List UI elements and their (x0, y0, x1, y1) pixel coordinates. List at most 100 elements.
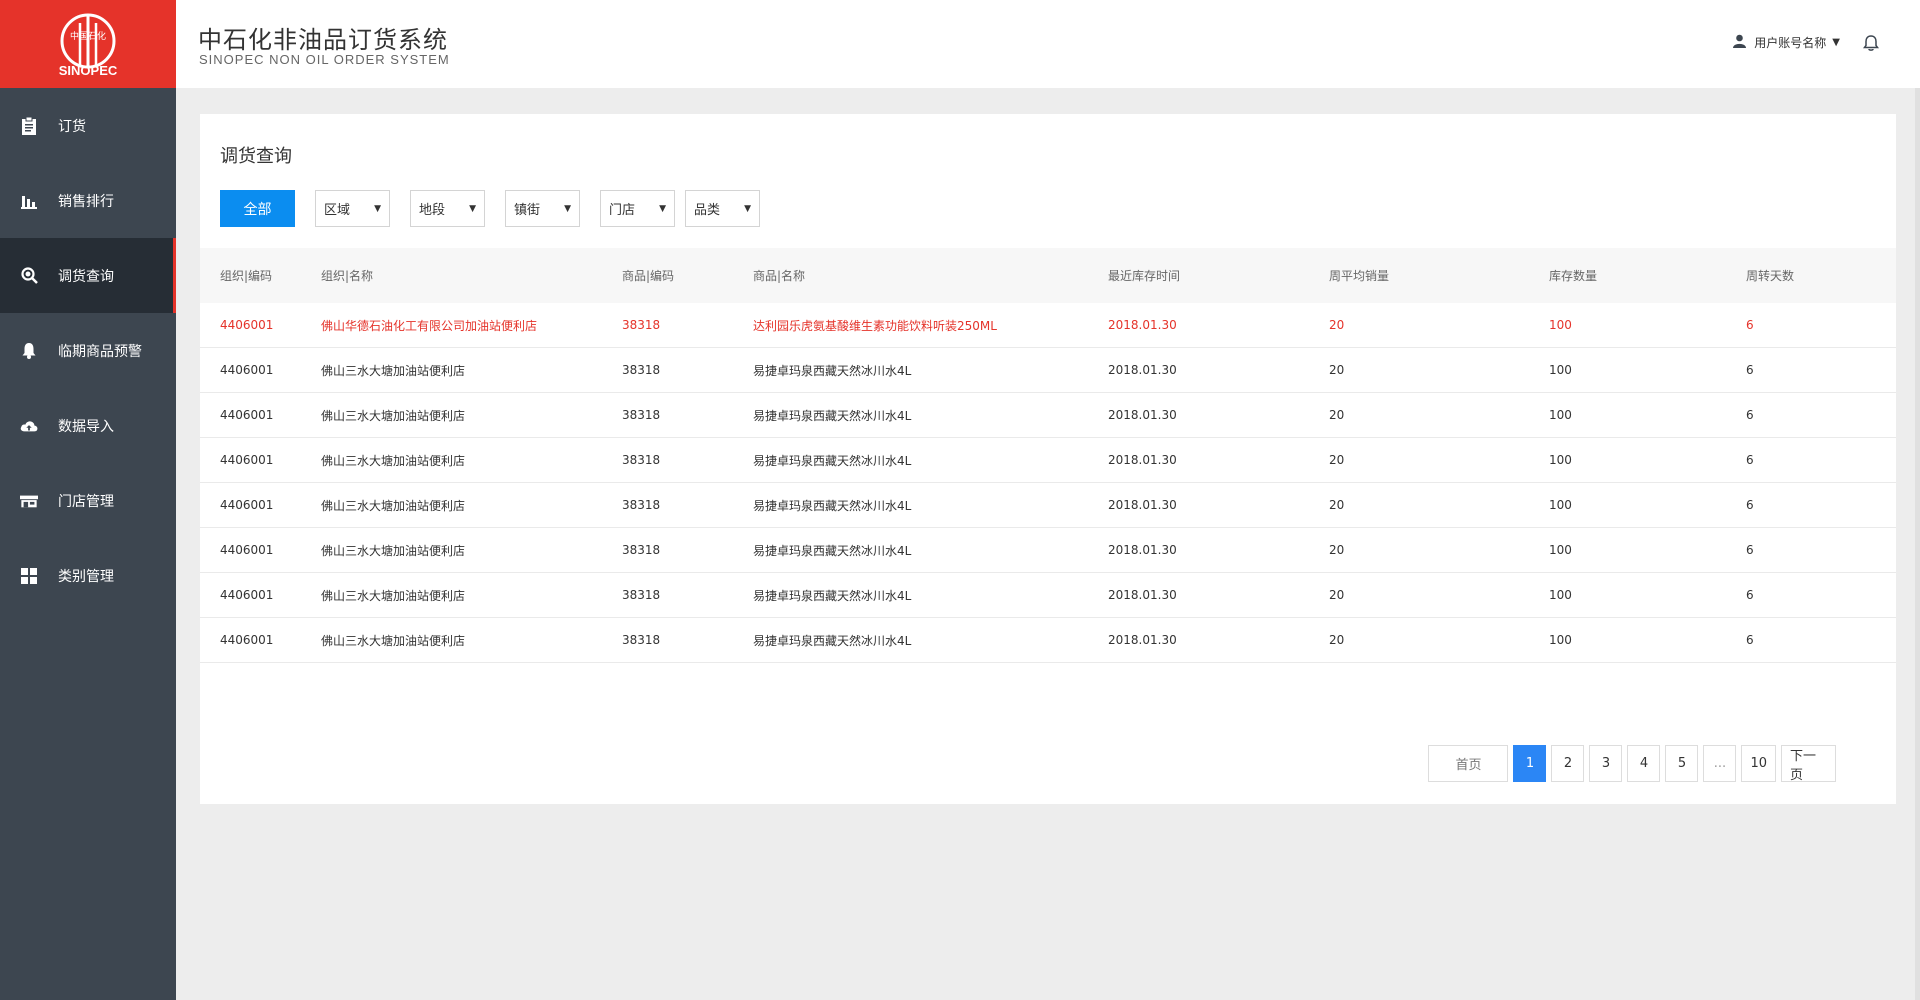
select-label: 地段 (419, 203, 446, 218)
page-ellipsis: ... (1703, 745, 1737, 782)
org-name-cell: 佛山华德石油化工有限公司加油站便利店 (321, 318, 538, 333)
stock-qty-cell: 100 (1549, 408, 1572, 422)
store-select[interactable]: 门店 ▼ (600, 190, 675, 227)
weekly-sales-cell: 20 (1329, 408, 1345, 422)
sidebar-item-order[interactable]: 订货 (0, 88, 176, 163)
next-page-button[interactable]: 下一页 (1781, 745, 1836, 783)
org-name-cell: 佛山三水大塘加油站便利店 (321, 543, 466, 558)
table-header: 组织|编码 组织|名称 商品|编码 商品|名称 最近库存时间 周平均销量 库存数… (200, 248, 1896, 303)
stock-time-cell: 2018.01.30 (1108, 498, 1177, 512)
table-row[interactable]: 4406001 佛山三水大塘加油站便利店 38318 易捷卓玛泉西藏天然冰川水4L 20… (200, 483, 1896, 528)
weekly-sales-cell: 20 (1329, 588, 1345, 602)
table-row[interactable]: 4406001 佛山三水大塘加油站便利店 38318 易捷卓玛泉西藏天然冰川水4L 20… (200, 618, 1896, 663)
weekly-sales-cell: 20 (1329, 543, 1345, 557)
turnover-days-cell: 6 (1746, 498, 1754, 512)
caret-down-icon: ▼ (564, 203, 571, 214)
sinopec-logo-icon: 中国石化 SINOPEC (59, 13, 118, 78)
caret-down-icon: ▼ (744, 203, 751, 214)
page-button-10[interactable]: 10 (1741, 745, 1776, 782)
caret-down-icon: ▼ (469, 203, 476, 214)
table-row[interactable]: 4406001 佛山三水大塘加油站便利店 38318 易捷卓玛泉西藏天然冰川水4L 20… (200, 528, 1896, 573)
page-button-2[interactable]: 2 (1551, 745, 1585, 782)
app-subtitle: SINOPEC NON OIL ORDER SYSTEM (199, 52, 450, 67)
product-name-cell: 易捷卓玛泉西藏天然冰川水4L (753, 363, 912, 378)
product-name-cell: 易捷卓玛泉西藏天然冰川水4L (753, 543, 912, 558)
region-select[interactable]: 区域 ▼ (315, 190, 390, 227)
org-name-cell: 佛山三水大塘加油站便利店 (321, 453, 466, 468)
column-header: 库存数量 (1549, 269, 1598, 283)
stock-qty-cell: 100 (1549, 498, 1572, 512)
stock-qty-cell: 100 (1549, 543, 1572, 557)
district-select[interactable]: 地段 ▼ (410, 190, 485, 227)
org-name-cell: 佛山三水大塘加油站便利店 (321, 588, 466, 603)
table-body: 4406001 佛山华德石油化工有限公司加油站便利店 38318 达利园乐虎氨基酸维生… (200, 303, 1896, 663)
column-header: 组织|名称 (321, 269, 374, 283)
table-row[interactable]: 4406001 佛山三水大塘加油站便利店 38318 易捷卓玛泉西藏天然冰川水4L 20… (200, 348, 1896, 393)
product-code-cell: 38318 (622, 363, 661, 377)
sidebar-item-data-import[interactable]: 数据导入 (0, 388, 176, 463)
weekly-sales-cell: 20 (1329, 498, 1345, 512)
org-name-cell: 佛山三水大塘加油站便利店 (321, 633, 466, 648)
stock-qty-cell: 100 (1549, 453, 1572, 467)
page-scrollbar[interactable] (1915, 88, 1920, 1000)
table-row[interactable]: 4406001 佛山华德石油化工有限公司加油站便利店 38318 达利园乐虎氨基酸维生… (200, 303, 1896, 348)
table-row[interactable]: 4406001 佛山三水大塘加油站便利店 38318 易捷卓玛泉西藏天然冰川水4L 20… (200, 393, 1896, 438)
top-header: 中石化非油品订货系统 SINOPEC NON OIL ORDER SYSTEM … (176, 0, 1920, 88)
bar-chart-icon (20, 192, 38, 210)
turnover-days-cell: 6 (1746, 588, 1754, 602)
select-label: 区域 (324, 203, 351, 218)
weekly-sales-cell: 20 (1329, 363, 1345, 377)
column-header: 最近库存时间 (1108, 269, 1181, 283)
user-menu[interactable]: 用户账号名称 ▼ (1733, 34, 1840, 51)
sidebar-item-sales-ranking[interactable]: 销售排行 (0, 163, 176, 238)
transfer-table: 组织|编码 组织|名称 商品|编码 商品|名称 最近库存时间 周平均销量 库存数… (200, 248, 1896, 663)
table-row[interactable]: 4406001 佛山三水大塘加油站便利店 38318 易捷卓玛泉西藏天然冰川水4L 20… (200, 438, 1896, 483)
column-header: 组织|编码 (220, 269, 273, 283)
sidebar: 订货 销售排行 调货查询 临期商品预警 数据导入 门店管理 类别管理 (0, 88, 176, 1000)
sidebar-item-label: 调货查询 (58, 268, 114, 285)
stock-qty-cell: 100 (1549, 633, 1572, 647)
all-filter-button[interactable]: 全部 (220, 190, 295, 227)
sidebar-item-category-management[interactable]: 类别管理 (0, 538, 176, 613)
column-header: 周平均销量 (1329, 269, 1390, 283)
clipboard-icon (20, 116, 38, 135)
table-row[interactable]: 4406001 佛山三水大塘加油站便利店 38318 易捷卓玛泉西藏天然冰川水4L 20… (200, 573, 1896, 618)
sidebar-item-expiry-warning[interactable]: 临期商品预警 (0, 313, 176, 388)
product-code-cell: 38318 (622, 318, 661, 332)
page-button-3[interactable]: 3 (1589, 745, 1623, 782)
page-button-1[interactable]: 1 (1513, 745, 1547, 782)
first-page-button[interactable]: 首页 (1428, 745, 1509, 782)
turnover-days-cell: 6 (1746, 543, 1754, 557)
product-name-cell: 达利园乐虎氨基酸维生素功能饮料听装250ML (753, 318, 997, 333)
product-code-cell: 38318 (622, 408, 661, 422)
weekly-sales-cell: 20 (1329, 633, 1345, 647)
page-button-5[interactable]: 5 (1665, 745, 1699, 782)
sidebar-item-transfer-query[interactable]: 调货查询 (0, 238, 176, 313)
user-name: 用户账号名称 (1754, 36, 1827, 50)
town-select[interactable]: 镇街 ▼ (505, 190, 580, 227)
filter-bar: 全部 区域 ▼ 地段 ▼ 镇街 ▼ 门店 ▼ 品类 ▼ (220, 190, 780, 227)
select-label: 门店 (609, 203, 636, 218)
product-code-cell: 38318 (622, 453, 661, 467)
pagination: 首页 1 2 3 4 5 ... 10 下一页 (1423, 745, 1836, 783)
bell-icon (20, 342, 38, 360)
sidebar-item-store-management[interactable]: 门店管理 (0, 463, 176, 538)
logo-script: 中国石化 (70, 30, 106, 42)
stock-qty-cell: 100 (1549, 363, 1572, 377)
notification-bell-icon[interactable] (1862, 34, 1880, 56)
product-code-cell: 38318 (622, 633, 661, 647)
product-name-cell: 易捷卓玛泉西藏天然冰川水4L (753, 588, 912, 603)
product-code-cell: 38318 (622, 498, 661, 512)
product-code-cell: 38318 (622, 588, 661, 602)
stock-time-cell: 2018.01.30 (1108, 363, 1177, 377)
stock-time-cell: 2018.01.30 (1108, 453, 1177, 467)
product-name-cell: 易捷卓玛泉西藏天然冰川水4L (753, 453, 912, 468)
weekly-sales-cell: 20 (1329, 453, 1345, 467)
category-select[interactable]: 品类 ▼ (685, 190, 760, 227)
turnover-days-cell: 6 (1746, 453, 1754, 467)
product-code-cell: 38318 (622, 543, 661, 557)
page-button-4[interactable]: 4 (1627, 745, 1661, 782)
chevron-down-icon: ▼ (1832, 37, 1840, 48)
column-header: 周转天数 (1746, 269, 1795, 283)
caret-down-icon: ▼ (374, 203, 381, 214)
